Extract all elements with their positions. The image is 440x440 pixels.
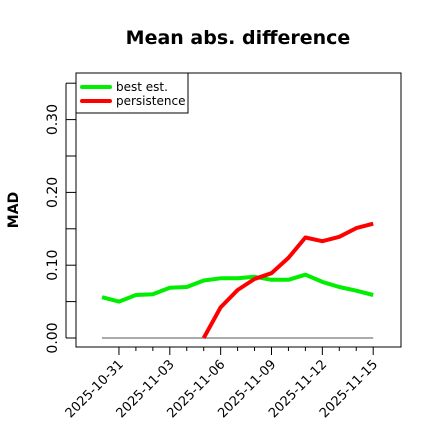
y-tick-label: 0.10 — [45, 250, 61, 281]
legend-box — [75, 72, 189, 114]
y-tick-label: 0.20 — [45, 177, 61, 208]
y-tick-label: 0.00 — [45, 322, 61, 353]
x-axis: 2025-10-312025-11-032025-11-062025-11-09… — [63, 346, 381, 421]
y-axis-label: MAD — [6, 192, 22, 228]
y-tick-label: 0.30 — [45, 104, 61, 135]
series-line-persistence — [201, 221, 374, 339]
y-axis: 0.00 0.10 0.20 0.30 — [45, 82, 76, 354]
series-line-best-est — [101, 272, 374, 304]
legend-label-best-est: best est. — [116, 80, 168, 94]
chart-title: Mean abs. difference — [126, 27, 351, 49]
plot-frame — [75, 72, 402, 348]
series-layer — [101, 221, 374, 339]
legend: best est. persistence — [75, 72, 189, 114]
legend-label-persistence: persistence — [116, 94, 185, 108]
